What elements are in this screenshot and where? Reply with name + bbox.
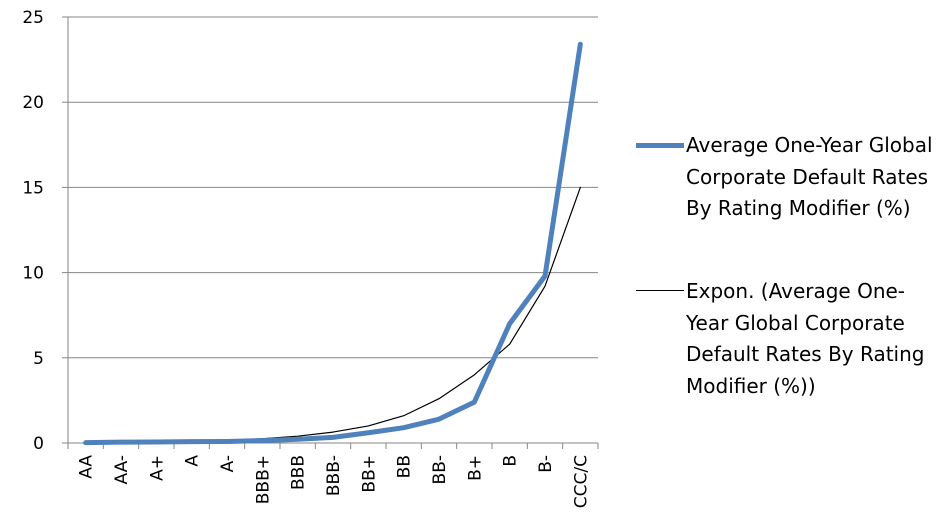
x-tick-label: BB- <box>430 455 450 484</box>
legend-swatch-thick-blue <box>636 143 684 148</box>
legend-label-average-default-rates: Average One-Year Global Corporate Defaul… <box>686 133 933 220</box>
x-tick-label: BB <box>395 455 415 478</box>
x-tick-label: AA <box>77 455 97 479</box>
series-line-average-default-rates <box>83 41 583 446</box>
x-tick-label: BB+ <box>359 455 379 493</box>
gridlines <box>68 16 598 359</box>
x-tick-label: A- <box>218 455 238 472</box>
x-tick-label: B- <box>536 455 556 473</box>
axes <box>62 16 599 449</box>
x-tick-label: B <box>501 455 521 467</box>
y-tick-label: 15 <box>22 178 44 198</box>
series-line-exponential-trendline <box>85 186 581 444</box>
x-tick-label: BBB+ <box>253 455 273 504</box>
y-tick-label: 20 <box>22 93 44 113</box>
legend-label-exponential-trendline: Expon. (Average One-Year Global Corporat… <box>686 279 925 398</box>
y-tick-label: 25 <box>22 8 44 28</box>
x-tick-label: CCC/C <box>571 455 591 508</box>
x-tick-label: B+ <box>465 455 485 481</box>
x-tick-labels: AA AA- A+ A A- BBB+ BBB BBB- BB+ BB BB- B+ B B- CCC/C <box>77 455 592 509</box>
legend-entry-average-default-rates: Average One-Year Global Corporate Defaul… <box>636 130 936 225</box>
x-tick-label: BBB <box>289 455 309 490</box>
series-lines <box>83 41 583 446</box>
x-tick-label: A <box>183 455 203 467</box>
x-tick-label: BBB- <box>324 455 344 496</box>
y-tick-label: 0 <box>33 434 44 454</box>
x-tick-label: A+ <box>147 455 167 481</box>
y-tick-label: 5 <box>33 349 44 369</box>
y-tick-labels: 0 5 10 15 20 25 <box>22 8 44 454</box>
y-tick-label: 10 <box>22 264 44 284</box>
legend-entry-exponential-trendline: Expon. (Average One-Year Global Corporat… <box>636 276 936 402</box>
x-tick-label: AA- <box>112 455 132 485</box>
legend-swatch-thin-black <box>636 290 684 291</box>
